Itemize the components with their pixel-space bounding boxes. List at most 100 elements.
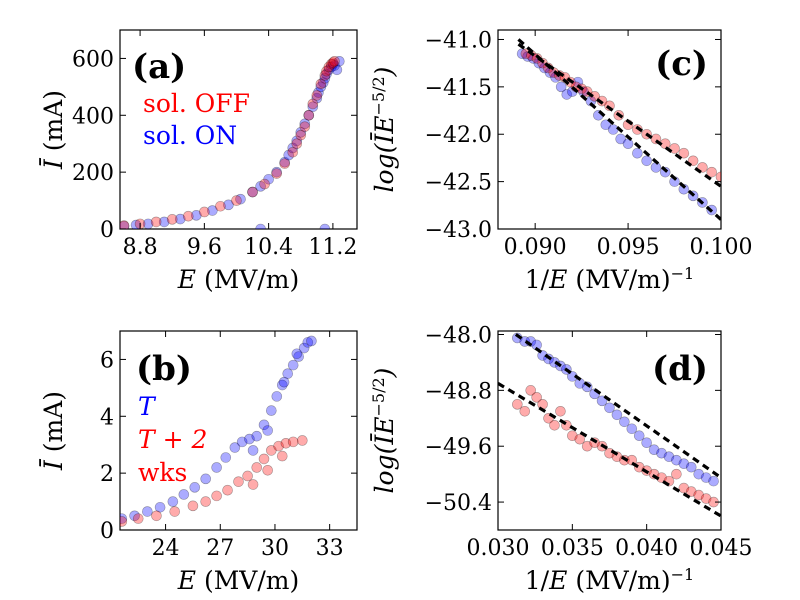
data-point <box>678 482 690 494</box>
axes-frame <box>497 29 722 230</box>
data-point <box>151 510 162 522</box>
x-tick-label: 24 <box>152 536 180 561</box>
x-tick-label: 27 <box>206 536 234 561</box>
data-point <box>299 118 311 130</box>
data-point <box>295 127 307 138</box>
data-point <box>307 101 319 113</box>
data-point <box>334 55 345 67</box>
x-axis-title: 1/E (MV/m)−1 <box>525 565 694 596</box>
data-point <box>266 445 277 456</box>
data-point <box>611 409 623 421</box>
data-point <box>200 473 211 485</box>
data-point <box>311 90 323 101</box>
y-tick-label: 0 <box>100 218 114 243</box>
data-point <box>302 337 314 348</box>
series-t-2 <box>512 385 719 508</box>
data-point <box>167 496 179 507</box>
panel-label: (c) <box>655 44 708 84</box>
y-tick-label: −41.0 <box>425 28 492 53</box>
data-point <box>235 193 246 205</box>
legend-entry: T + 2 <box>138 425 207 454</box>
data-point <box>678 458 690 469</box>
data-point <box>663 451 675 462</box>
data-point <box>276 379 288 391</box>
data-point <box>129 510 140 522</box>
fit-line <box>517 42 721 188</box>
data-point <box>158 216 170 228</box>
data-point <box>708 475 719 487</box>
y-tick-label: 2 <box>100 462 114 487</box>
data-point <box>130 219 142 229</box>
data-point <box>331 64 343 76</box>
data-point <box>303 109 315 121</box>
data-point <box>648 444 660 456</box>
data-point <box>229 442 241 453</box>
legend-entry: sol. OFF <box>143 89 250 118</box>
data-point <box>615 133 626 145</box>
plot-area <box>120 55 345 229</box>
data-point <box>242 470 253 482</box>
data-point <box>154 501 166 513</box>
legend-entry: T <box>138 392 157 421</box>
panel-c: 0.090 0.095 0.100 −41.0 −41.5 −42.0 −42.5 −43.0… <box>369 28 753 294</box>
x-axis-title: E (MV/m) <box>177 566 300 595</box>
data-point <box>325 61 337 73</box>
data-point <box>323 61 335 73</box>
x-tick-label: 0.090 <box>504 235 567 260</box>
legend-entry: sol. ON <box>143 121 237 150</box>
series-t-2 <box>120 435 308 527</box>
y-tick-label: 0 <box>100 519 114 544</box>
fit-line <box>498 381 721 518</box>
data-point <box>641 437 652 449</box>
data-point <box>685 461 697 473</box>
data-point <box>531 392 542 403</box>
data-point <box>251 430 263 442</box>
data-point <box>327 57 339 68</box>
data-point <box>519 405 531 417</box>
y-axis-title: log(ĪE−5/2) <box>369 67 400 193</box>
x-tick-label: 10.4 <box>244 235 293 260</box>
y-axis-title: Ī (mA) <box>39 391 68 471</box>
data-point <box>297 435 308 446</box>
data-point <box>313 87 324 98</box>
y-tick-label: 400 <box>72 104 114 129</box>
data-point <box>700 493 712 504</box>
data-point <box>223 199 234 211</box>
series-sol-off <box>120 55 340 229</box>
data-point <box>327 58 339 70</box>
data-point <box>278 376 290 388</box>
data-point <box>220 452 232 463</box>
data-point <box>633 430 645 442</box>
data-point <box>641 155 652 167</box>
data-point <box>120 220 130 229</box>
x-tick-label: 0.045 <box>690 536 753 561</box>
data-point <box>142 218 154 229</box>
data-point <box>626 423 638 435</box>
fit-line <box>517 38 721 221</box>
data-point <box>150 216 162 228</box>
data-point <box>525 385 537 396</box>
data-point <box>120 220 130 229</box>
data-point <box>291 135 303 147</box>
data-point <box>211 462 222 473</box>
data-point <box>120 516 128 527</box>
data-point <box>303 109 315 121</box>
data-point <box>321 68 332 80</box>
data-point <box>182 210 194 222</box>
data-point <box>247 186 258 198</box>
y-tick-label: −43.0 <box>425 218 492 243</box>
data-point <box>247 445 259 456</box>
y-tick-label: −48.0 <box>425 323 492 348</box>
data-point <box>291 138 303 150</box>
data-point <box>266 405 277 416</box>
data-point <box>259 178 270 190</box>
data-point <box>555 81 567 93</box>
data-point <box>295 129 307 141</box>
panel-label: (d) <box>652 349 708 389</box>
data-point <box>607 124 619 135</box>
data-point <box>693 489 705 501</box>
x-tick-label: 0.035 <box>541 536 604 561</box>
axes-frame <box>497 330 722 531</box>
data-point <box>298 342 310 354</box>
panel-d: 0.030 0.035 0.040 0.045 −48.0 −48.8 −49.6 −50.4… <box>369 323 753 595</box>
